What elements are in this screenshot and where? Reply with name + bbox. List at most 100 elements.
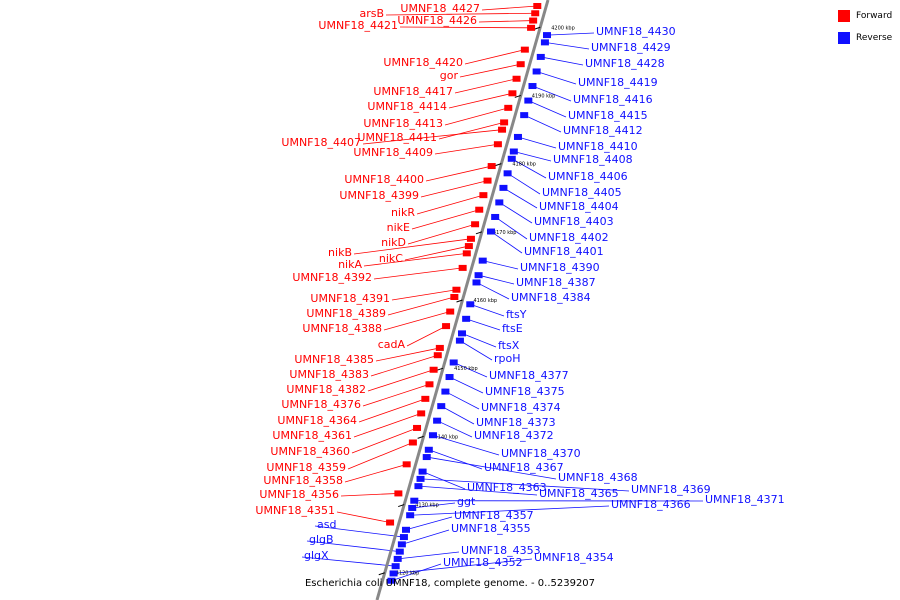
gene-label-forward[interactable]: UMNF18_4389: [306, 307, 386, 320]
gene-feature-reverse[interactable]: [399, 534, 408, 541]
gene-feature-forward[interactable]: [464, 243, 473, 250]
gene-label-reverse[interactable]: UMNF18_4377: [489, 369, 569, 382]
gene-label-reverse[interactable]: UMNF18_4429: [591, 41, 671, 54]
gene-feature-forward[interactable]: [479, 192, 488, 199]
gene-feature-forward[interactable]: [442, 323, 451, 330]
gene-label-reverse[interactable]: asd: [317, 518, 336, 531]
gene-label-forward[interactable]: UMNF18_4392: [292, 271, 372, 284]
gene-feature-forward[interactable]: [408, 439, 417, 446]
gene-label-reverse[interactable]: UMNF18_4367: [484, 461, 564, 474]
gene-label-reverse[interactable]: UMNF18_4371: [705, 493, 785, 506]
gene-feature-reverse[interactable]: [499, 184, 508, 191]
gene-feature-reverse[interactable]: [418, 468, 427, 475]
gene-feature-reverse[interactable]: [532, 68, 541, 75]
gene-feature-forward[interactable]: [508, 90, 517, 97]
gene-label-reverse[interactable]: UMNF18_4405: [542, 186, 622, 199]
gene-feature-forward[interactable]: [483, 177, 492, 184]
gene-label-reverse[interactable]: UMNF18_4354: [534, 551, 614, 564]
gene-label-reverse[interactable]: UMNF18_4415: [568, 109, 648, 122]
gene-label-reverse[interactable]: UMNF18_4352: [443, 556, 523, 569]
gene-label-forward[interactable]: UMNF18_4421: [318, 19, 398, 32]
gene-feature-reverse[interactable]: [441, 388, 450, 395]
gene-label-forward[interactable]: UMNF18_4356: [259, 488, 339, 501]
gene-label-reverse[interactable]: ftsX: [498, 339, 520, 352]
gene-feature-reverse[interactable]: [542, 32, 551, 39]
gene-feature-reverse[interactable]: [395, 548, 404, 555]
gene-feature-forward[interactable]: [504, 104, 513, 111]
gene-label-reverse[interactable]: UMNF18_4404: [539, 200, 619, 213]
gene-feature-forward[interactable]: [500, 119, 509, 126]
gene-label-reverse[interactable]: UMNF18_4401: [524, 245, 604, 258]
gene-feature-forward[interactable]: [487, 163, 496, 170]
gene-feature-forward[interactable]: [527, 24, 536, 31]
gene-feature-forward[interactable]: [529, 17, 538, 24]
gene-feature-forward[interactable]: [458, 264, 467, 271]
gene-label-reverse[interactable]: UMNF18_4408: [553, 153, 633, 166]
gene-label-reverse[interactable]: UMNF18_4428: [585, 57, 665, 70]
gene-feature-reverse[interactable]: [455, 337, 464, 344]
gene-feature-reverse[interactable]: [536, 53, 545, 60]
gene-label-forward[interactable]: gor: [440, 69, 459, 82]
gene-label-forward[interactable]: UMNF18_4391: [310, 292, 390, 305]
gene-feature-reverse[interactable]: [414, 483, 423, 490]
gene-label-forward[interactable]: UMNF18_4360: [270, 445, 350, 458]
gene-label-forward[interactable]: arsB: [359, 7, 384, 20]
gene-label-reverse[interactable]: UMNF18_4416: [573, 93, 653, 106]
gene-label-reverse[interactable]: ggt: [457, 495, 476, 508]
gene-feature-reverse[interactable]: [433, 417, 442, 424]
gene-label-reverse[interactable]: UMNF18_4369: [631, 483, 711, 496]
gene-feature-reverse[interactable]: [416, 475, 425, 482]
gene-label-forward[interactable]: UMNF18_4407: [281, 136, 361, 149]
gene-label-forward[interactable]: UMNF18_4427: [400, 2, 480, 15]
gene-feature-reverse[interactable]: [462, 315, 471, 322]
gene-feature-forward[interactable]: [466, 235, 475, 242]
gene-label-reverse[interactable]: UMNF18_4410: [558, 140, 638, 153]
gene-feature-reverse[interactable]: [457, 330, 466, 337]
gene-feature-forward[interactable]: [450, 294, 459, 300]
gene-feature-forward[interactable]: [413, 424, 422, 431]
gene-feature-forward[interactable]: [386, 519, 395, 526]
gene-feature-reverse[interactable]: [393, 555, 402, 562]
gene-feature-reverse[interactable]: [445, 374, 454, 381]
gene-label-reverse[interactable]: UMNF18_4355: [451, 522, 531, 535]
gene-label-forward[interactable]: nikE: [387, 221, 410, 234]
gene-label-forward[interactable]: UMNF18_4383: [289, 368, 369, 381]
gene-label-reverse[interactable]: UMNF18_4374: [481, 401, 561, 414]
gene-label-reverse[interactable]: UMNF18_4370: [501, 447, 581, 460]
gene-feature-reverse[interactable]: [402, 526, 411, 533]
gene-label-reverse[interactable]: UMNF18_4365: [539, 487, 619, 500]
gene-label-reverse[interactable]: ftsY: [506, 308, 527, 321]
gene-label-forward[interactable]: UMNF18_4411: [357, 131, 437, 144]
gene-feature-reverse[interactable]: [513, 133, 522, 140]
gene-label-reverse[interactable]: UMNF18_4390: [520, 261, 600, 274]
gene-feature-forward[interactable]: [452, 286, 461, 293]
gene-feature-reverse[interactable]: [410, 497, 419, 504]
gene-label-forward[interactable]: UMNF18_4388: [302, 322, 382, 335]
gene-feature-reverse[interactable]: [422, 454, 431, 461]
gene-label-forward[interactable]: nikA: [338, 258, 362, 271]
gene-label-forward[interactable]: UMNF18_4426: [397, 14, 477, 27]
gene-label-reverse[interactable]: UMNF18_4406: [548, 170, 628, 183]
gene-feature-forward[interactable]: [425, 381, 434, 388]
gene-feature-reverse[interactable]: [387, 577, 396, 584]
gene-feature-forward[interactable]: [520, 46, 529, 53]
gene-label-reverse[interactable]: UMNF18_4372: [474, 429, 554, 442]
gene-label-forward[interactable]: nikD: [381, 236, 406, 249]
gene-label-forward[interactable]: UMNF18_4420: [383, 56, 463, 69]
gene-feature-reverse[interactable]: [528, 83, 537, 90]
gene-feature-reverse[interactable]: [389, 570, 398, 577]
gene-feature-reverse[interactable]: [507, 155, 516, 162]
gene-label-forward[interactable]: UMNF18_4351: [255, 504, 335, 517]
gene-label-reverse[interactable]: UMNF18_4366: [611, 498, 691, 511]
gene-label-reverse[interactable]: UMNF18_4384: [511, 291, 591, 304]
gene-feature-reverse[interactable]: [437, 403, 446, 410]
gene-feature-reverse[interactable]: [406, 512, 415, 519]
gene-feature-forward[interactable]: [493, 141, 502, 148]
gene-feature-reverse[interactable]: [520, 112, 529, 119]
gene-feature-reverse[interactable]: [391, 563, 400, 570]
gene-label-forward[interactable]: UMNF18_4400: [344, 173, 424, 186]
gene-label-reverse[interactable]: rpoH: [494, 352, 521, 365]
gene-feature-forward[interactable]: [394, 490, 403, 497]
gene-label-reverse[interactable]: UMNF18_4353: [461, 544, 541, 557]
gene-label-reverse[interactable]: UMNF18_4363: [467, 481, 547, 494]
